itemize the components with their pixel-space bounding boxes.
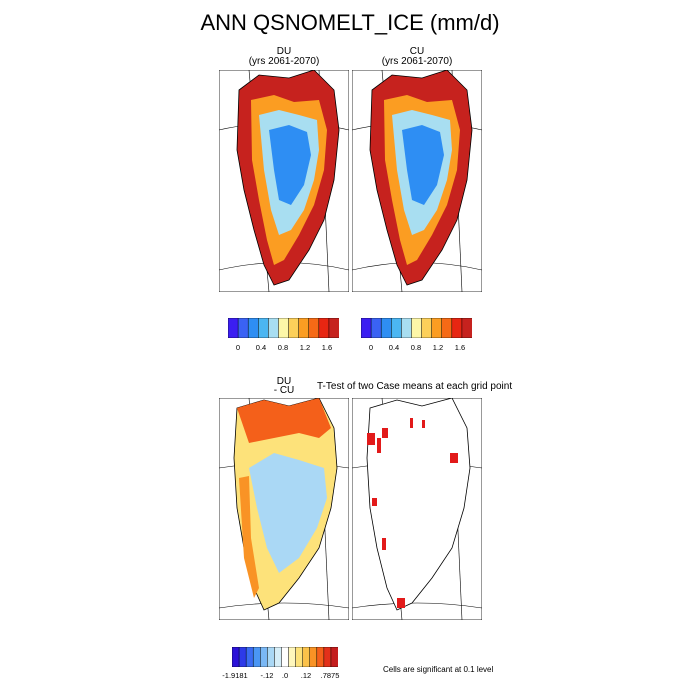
colorbar-diff-swatch bbox=[302, 646, 311, 668]
colorbar-du-tick: 0.4 bbox=[255, 343, 267, 352]
colorbar-cu-swatch bbox=[370, 317, 382, 339]
colorbar-diff-swatch bbox=[330, 646, 339, 668]
colorbar-cu-swatch bbox=[421, 317, 433, 339]
colorbar-diff-swatch bbox=[288, 646, 297, 668]
colorbar-cu-labels: 0 0.4 0.8 1.2 1.6 bbox=[361, 343, 472, 353]
colorbar-diff bbox=[231, 646, 339, 668]
colorbar-du-swatch bbox=[237, 317, 249, 339]
colorbar-cu-swatch bbox=[451, 317, 463, 339]
colorbar-cu-tick: 1.2 bbox=[432, 343, 444, 352]
colorbar-du-swatch bbox=[288, 317, 300, 339]
colorbar-cu-swatch bbox=[431, 317, 443, 339]
colorbar-du-swatch bbox=[227, 317, 239, 339]
colorbar-cu-tick: 0 bbox=[368, 343, 374, 352]
colorbar-du-swatch bbox=[268, 317, 280, 339]
significance-note: Cells are significant at 0.1 level bbox=[383, 665, 494, 674]
panel-ttest-map bbox=[352, 398, 482, 620]
colorbar-cu-swatch bbox=[401, 317, 413, 339]
colorbar-diff-swatch bbox=[252, 646, 261, 668]
panel-cu-map bbox=[352, 70, 482, 292]
colorbar-diff-swatch bbox=[260, 646, 268, 668]
colorbar-diff-tick: -.12 bbox=[260, 671, 274, 680]
panel-ttest-title: T-Test of two Case means at each grid po… bbox=[317, 381, 513, 392]
colorbar-diff-tick: .7875 bbox=[320, 671, 340, 680]
colorbar-diff-labels: -1.9181 -.12 .0 .12 .7875 bbox=[222, 671, 340, 681]
colorbar-cu-tick: 0.8 bbox=[410, 343, 422, 352]
colorbar-diff-swatch bbox=[245, 646, 254, 668]
colorbar-diff-swatch bbox=[309, 646, 318, 668]
panel-cu-title: CU bbox=[409, 46, 425, 57]
colorbar-du-swatch bbox=[318, 317, 330, 339]
colorbar-diff-swatch bbox=[281, 646, 290, 668]
colorbar-du-swatch bbox=[308, 317, 320, 339]
colorbar-cu bbox=[360, 317, 473, 339]
colorbar-du-swatch bbox=[247, 317, 259, 339]
colorbar-diff-swatch bbox=[231, 646, 240, 668]
colorbar-du bbox=[227, 317, 340, 339]
figure-title: ANN QSNOMELT_ICE (mm/d) bbox=[200, 10, 500, 35]
colorbar-diff-swatch bbox=[267, 646, 275, 668]
colorbar-diff-swatch bbox=[274, 646, 283, 668]
panel-du-title: DU bbox=[276, 46, 292, 57]
colorbar-cu-swatch bbox=[360, 317, 372, 339]
colorbar-cu-swatch bbox=[441, 317, 453, 339]
panel-diff-title: DU bbox=[276, 376, 292, 387]
colorbar-du-tick: 1.6 bbox=[321, 343, 333, 352]
colorbar-du-swatch bbox=[258, 317, 269, 339]
colorbar-cu-swatch bbox=[380, 317, 392, 339]
colorbar-cu-tick: 0.4 bbox=[388, 343, 400, 352]
colorbar-diff-swatch bbox=[316, 646, 325, 668]
colorbar-cu-swatch bbox=[411, 317, 423, 339]
panel-du-map bbox=[219, 70, 349, 292]
colorbar-diff-swatch bbox=[238, 646, 247, 668]
colorbar-du-swatch bbox=[298, 317, 310, 339]
colorbar-diff-tick: -1.9181 bbox=[222, 671, 248, 680]
panel-cu-years: (yrs 2061-2070) bbox=[381, 56, 453, 67]
colorbar-diff-tick: .0 bbox=[281, 671, 289, 680]
colorbar-du-swatch bbox=[328, 317, 340, 339]
colorbar-du-swatch bbox=[278, 317, 290, 339]
panel-du-years: (yrs 2061-2070) bbox=[248, 56, 320, 67]
colorbar-du-labels: 0 0.4 0.8 1.2 1.6 bbox=[228, 343, 339, 353]
colorbar-diff-swatch bbox=[323, 646, 332, 668]
colorbar-du-tick: 0 bbox=[235, 343, 241, 352]
colorbar-cu-tick: 1.6 bbox=[454, 343, 466, 352]
panel-diff-map bbox=[219, 398, 349, 620]
colorbar-cu-swatch bbox=[391, 317, 402, 339]
colorbar-du-tick: 0.8 bbox=[277, 343, 289, 352]
colorbar-cu-swatch bbox=[461, 317, 473, 339]
colorbar-diff-swatch bbox=[295, 646, 304, 668]
colorbar-du-tick: 1.2 bbox=[299, 343, 311, 352]
panel-diff-subtitle: - CU bbox=[273, 385, 295, 396]
colorbar-diff-tick: .12 bbox=[300, 671, 312, 680]
